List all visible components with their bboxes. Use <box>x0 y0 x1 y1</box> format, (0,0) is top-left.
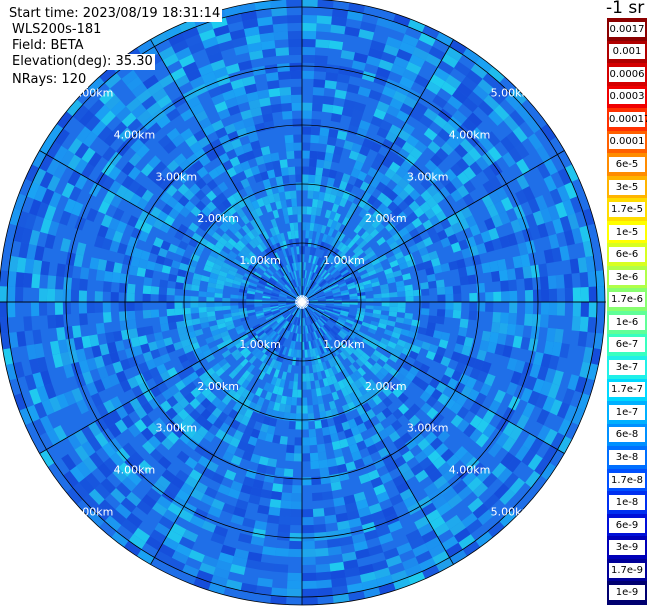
colorbar-tick-label: 6e-8 <box>609 427 645 443</box>
colorbar-tick-label: 1e-6 <box>609 314 645 330</box>
colorbar-tick-label: 0.0017 <box>609 21 645 37</box>
colorbar-tick-label: 3e-6 <box>609 269 645 285</box>
range-ring-label: 5.00km <box>72 505 114 518</box>
colorbar-tick-label: 3e-8 <box>609 450 645 465</box>
range-ring-label: 3.00km <box>407 422 449 435</box>
range-ring-label: 5.00km <box>72 87 114 100</box>
colorbar-tick-label: 1e-8 <box>609 495 645 511</box>
elevation-label: Elevation(deg): 35.30 <box>12 54 155 70</box>
colorbar-tick-label: 0.001 <box>609 44 645 60</box>
range-ring-labels: 1.00km 1.00km 1.00km 1.00km 2.00km 2.00km 2.00… <box>72 87 532 519</box>
colorbar-tick-label: 1.7e-5 <box>609 202 645 218</box>
colorbar-tick-label: 0.00017 <box>609 111 647 127</box>
range-ring-label: 1.00km <box>323 338 365 351</box>
colorbar-tick-label: 1.7e-8 <box>609 472 645 488</box>
colorbar-tick-label: 6e-6 <box>609 247 645 263</box>
colorbar-tick-label: 6e-9 <box>609 517 645 533</box>
colorbar-tick-label: 1.7e-9 <box>609 562 645 578</box>
nrays-label: NRays: 120 <box>12 72 89 88</box>
range-ring-label: 3.00km <box>156 170 198 183</box>
colorbar-unit: -1 sr <box>606 0 645 18</box>
range-ring-label: 2.00km <box>197 212 239 225</box>
colorbar-tick-label: 3e-7 <box>609 359 645 375</box>
colorbar-tick-label: 1e-7 <box>609 404 645 420</box>
colorbar-tick-label: 0.0001 <box>609 134 645 150</box>
range-ring-label: 4.00km <box>114 128 156 141</box>
polar-grid <box>0 0 606 606</box>
colorbar-tick-label: 6e-5 <box>609 157 645 172</box>
range-ring-label: 2.00km <box>197 380 239 393</box>
range-ring-label: 4.00km <box>114 464 156 477</box>
colorbar-tick-label: 0.0003 <box>609 89 645 105</box>
colorbar-tick-label: 1.7e-6 <box>609 292 645 308</box>
range-ring-label: 2.00km <box>365 212 407 225</box>
range-ring-label: 1.00km <box>239 254 281 267</box>
range-ring-label: 3.00km <box>407 170 449 183</box>
field-label: Field: BETA <box>12 38 86 54</box>
colorbar-tick-label: 0.0006 <box>609 66 645 82</box>
range-ring-label: 5.00km <box>491 87 533 100</box>
colorbar-tick-label: 1.7e-7 <box>609 382 645 398</box>
colorbar-tick-label: 1e-5 <box>609 224 645 240</box>
colorbar-tick-label: 3e-9 <box>609 540 645 556</box>
range-ring-label: 3.00km <box>156 422 198 435</box>
range-ring-label: 2.00km <box>365 380 407 393</box>
colorbar-tick-label: 1e-9 <box>609 585 645 601</box>
colorbar-tick-label: 3e-5 <box>609 179 645 195</box>
colorbar-tick-label: 6e-7 <box>609 337 645 353</box>
start-time-label: Start time: 2023/08/19 18:31:14 <box>9 6 223 22</box>
instrument-label: WLS200s-181 <box>12 22 104 38</box>
range-ring-label: 1.00km <box>323 254 365 267</box>
range-ring-label: 4.00km <box>449 128 491 141</box>
range-ring-label: 1.00km <box>239 338 281 351</box>
range-ring-label: 4.00km <box>449 464 491 477</box>
range-ring-label: 5.00km <box>491 505 533 518</box>
